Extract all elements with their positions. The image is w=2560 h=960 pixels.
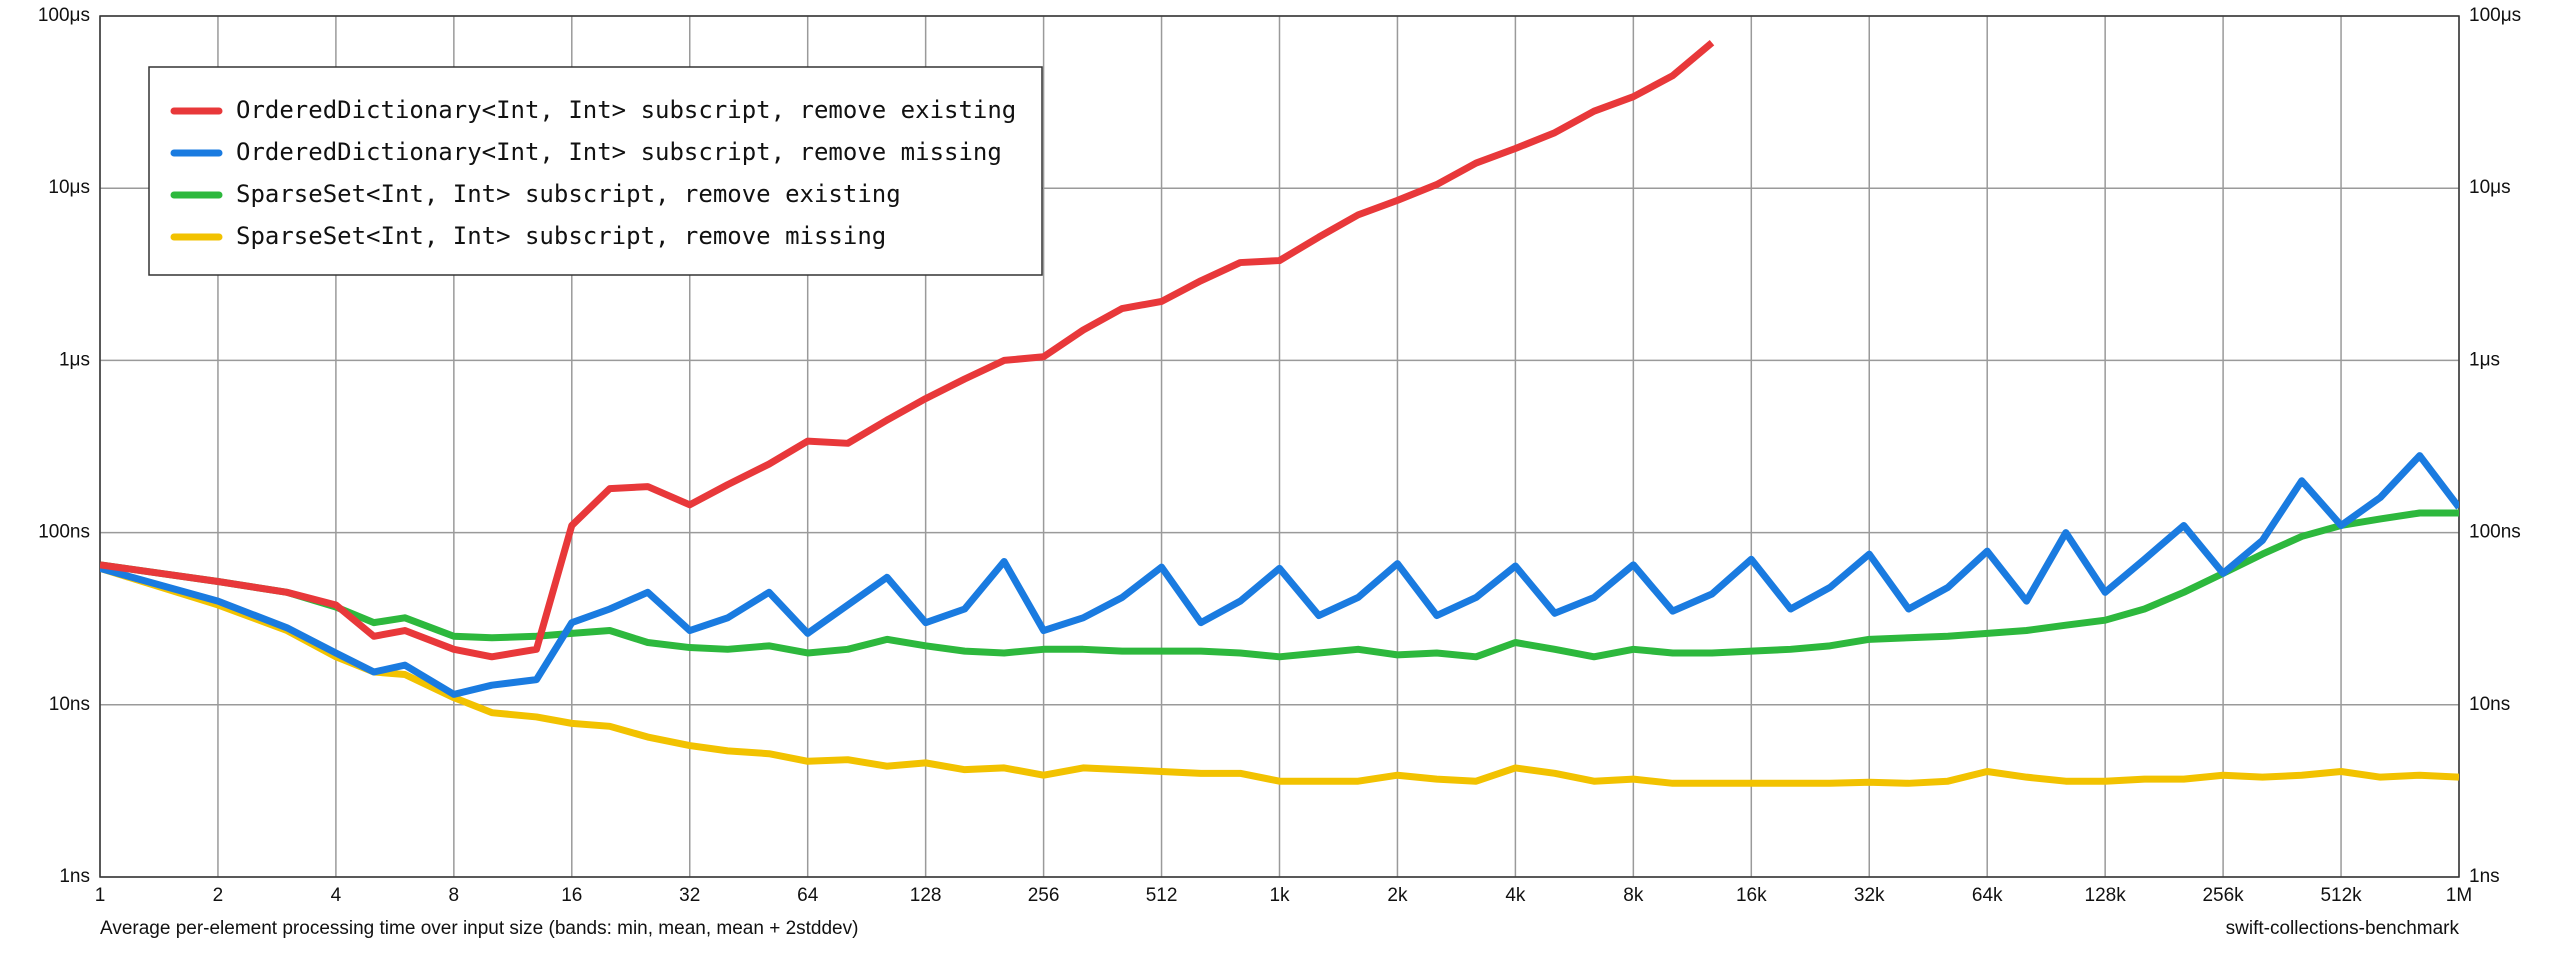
y-tick-label-right: 100μs [2469,5,2521,26]
x-tick-label: 32 [679,885,700,906]
x-tick-label: 128k [2085,885,2127,906]
y-tick-label: 10μs [48,177,90,198]
x-tick-label: 256 [1028,885,1060,906]
y-tick-label: 1μs [59,349,90,370]
x-tick-label: 8 [449,885,460,906]
x-tick-label: 16k [1736,885,1767,906]
x-tick-label: 128 [910,885,942,906]
x-tick-label: 16 [561,885,582,906]
x-tick-label: 64k [1972,885,2003,906]
source: swift-collections-benchmark [2226,918,2460,939]
series-line [100,452,2459,698]
x-tick-label: 32k [1854,885,1885,906]
x-tick-label: 2k [1387,885,1408,906]
y-tick-label: 10ns [49,694,90,715]
x-tick-label: 1k [1269,885,1290,906]
legend-label: SparseSet<Int, Int> subscript, remove ex… [236,180,901,208]
y-tick-label-right: 1μs [2469,349,2500,370]
x-tick-label: 1 [95,885,106,906]
y-tick-label: 100μs [38,5,90,26]
x-tick-label: 512k [2320,885,2362,906]
y-tick-label-right: 1ns [2469,866,2500,887]
x-tick-label: 512 [1146,885,1178,906]
x-tick-label: 1M [2446,885,2472,906]
legend-label: OrderedDictionary<Int, Int> subscript, r… [236,138,1002,166]
series-line [100,39,1715,661]
y-tick-label-right: 10μs [2469,177,2511,198]
series-line [100,509,2459,661]
legend-box [148,66,1043,276]
x-tick-label: 256k [2202,885,2244,906]
caption: Average per-element processing time over… [100,918,858,939]
x-tick-label: 4k [1505,885,1526,906]
legend-label: SparseSet<Int, Int> subscript, remove mi… [236,222,886,250]
x-tick-label: 2 [213,885,224,906]
y-tick-label: 100ns [38,522,90,543]
series-line [100,565,2459,787]
y-tick-label-right: 10ns [2469,694,2510,715]
plot-frame [99,15,2460,878]
x-tick-label: 4 [331,885,342,906]
y-tick-label: 1ns [59,866,90,887]
x-tick-label: 64 [797,885,819,906]
legend-label: OrderedDictionary<Int, Int> subscript, r… [236,96,1016,124]
x-tick-label: 8k [1623,885,1644,906]
y-tick-label-right: 100ns [2469,522,2521,543]
